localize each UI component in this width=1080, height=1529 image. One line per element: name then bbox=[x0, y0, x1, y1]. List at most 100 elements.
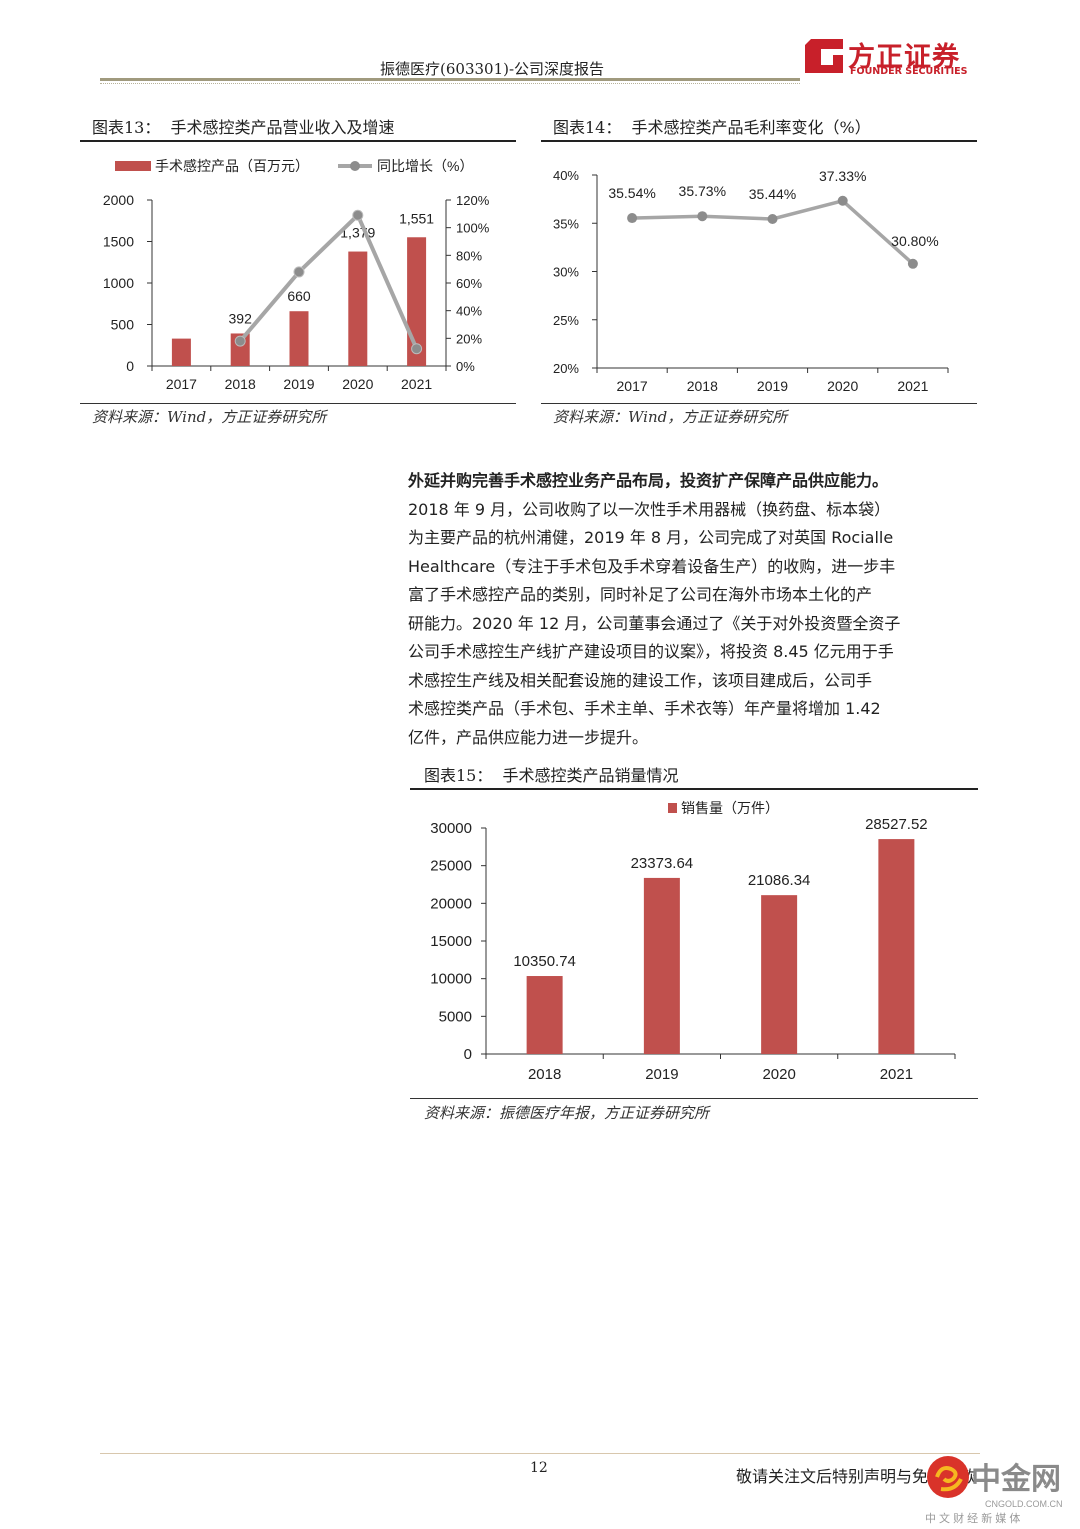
paragraph-line: 2018 年 9 月，公司收购了以一次性手术用器械（换药盘、标本袋） bbox=[408, 499, 891, 519]
legend-label: 销售量（万件） bbox=[681, 800, 779, 816]
y-tick-label: 35% bbox=[553, 216, 579, 231]
paragraph-line: Healthcare（专注于手术包及手术穿着设备生产）的收购，进一步丰 bbox=[408, 556, 896, 576]
x-tick-label: 2019 bbox=[757, 378, 788, 394]
watermark-logo-icon: 中金网 CNGOLD.COM.CN 中 文 财 经 新 媒 体 bbox=[925, 1456, 1063, 1525]
data-label: 23373.64 bbox=[631, 855, 694, 872]
y-tick-label: 1500 bbox=[103, 234, 134, 250]
growth-point bbox=[352, 209, 364, 221]
y-tick-label: 15000 bbox=[430, 933, 472, 950]
y-tick-label: 40% bbox=[456, 304, 482, 319]
y-tick-label: 40% bbox=[553, 168, 579, 183]
margin-point bbox=[767, 214, 778, 225]
figure-title-text: 手术感控类产品营业收入及增速 bbox=[170, 118, 395, 137]
y-tick-label: 100% bbox=[456, 221, 490, 236]
bar bbox=[171, 338, 191, 366]
figure-title-text: 手术感控类产品销量情况 bbox=[502, 766, 679, 785]
figure-14-top-rule bbox=[541, 140, 977, 142]
bar bbox=[289, 311, 309, 366]
figure-13-title: 图表13： 手术感控类产品营业收入及增速 bbox=[92, 114, 395, 138]
logo-text-en: FOUNDER SECURITIES bbox=[850, 66, 968, 77]
figure-15-bottom-rule bbox=[410, 1098, 978, 1099]
cngold-watermark: 中金网 CNGOLD.COM.CN 中 文 财 经 新 媒 体 bbox=[923, 1455, 1073, 1525]
figure-label: 图表14： bbox=[553, 118, 622, 137]
legend-bar-swatch bbox=[115, 161, 151, 171]
y-tick-label: 60% bbox=[456, 276, 482, 291]
margin-point bbox=[627, 213, 638, 224]
y-tick-label: 0 bbox=[464, 1046, 472, 1063]
y-tick-label: 1000 bbox=[103, 275, 134, 291]
x-tick-label: 2019 bbox=[283, 376, 314, 392]
y-tick-label: 120% bbox=[456, 193, 490, 208]
data-label: 21086.34 bbox=[748, 872, 811, 889]
y-tick-label: 10000 bbox=[430, 971, 472, 988]
footer-divider bbox=[100, 1453, 980, 1454]
x-tick-label: 2019 bbox=[645, 1066, 678, 1083]
page-number: 12 bbox=[530, 1460, 548, 1476]
y-tick-label: 20000 bbox=[430, 895, 472, 912]
header-dotted-divider bbox=[100, 83, 800, 84]
data-label: 1,551 bbox=[399, 210, 434, 226]
figure-14-source: 资料来源：Wind，方正证券研究所 bbox=[553, 408, 788, 426]
paragraph-line: 研能力。2020 年 12 月，公司董事会通过了《关于对外投资暨全资子 bbox=[408, 613, 901, 633]
y-tick-label: 5000 bbox=[439, 1008, 472, 1025]
figure-13-bottom-rule bbox=[80, 403, 516, 404]
x-tick-label: 2018 bbox=[225, 376, 256, 392]
founder-securities-logo: 方正证券 FOUNDER SECURITIES bbox=[803, 35, 973, 80]
footer-disclaimer: 敬请关注文后特别声明与免责条款 bbox=[736, 1467, 977, 1486]
bar bbox=[348, 251, 368, 366]
report-header-title: 振德医疗(603301)-公司深度报告 bbox=[380, 60, 605, 78]
figure-title-text: 手术感控类产品毛利率变化（%） bbox=[631, 118, 871, 137]
paragraph-heading: 外延并购完善手术感控业务产品布局，投资扩产保障产品供应能力。 bbox=[408, 471, 889, 490]
bar bbox=[878, 839, 915, 1054]
y-tick-label: 30000 bbox=[430, 820, 472, 837]
x-tick-label: 2020 bbox=[762, 1066, 795, 1083]
growth-point bbox=[293, 266, 305, 278]
data-label: 35.73% bbox=[679, 183, 726, 199]
x-tick-label: 2020 bbox=[342, 376, 373, 392]
figure-15-title: 图表15： 手术感控类产品销量情况 bbox=[424, 762, 679, 786]
x-tick-label: 2021 bbox=[401, 376, 432, 392]
data-label: 392 bbox=[229, 310, 253, 326]
y-tick-label: 0% bbox=[456, 359, 475, 374]
y-tick-label: 30% bbox=[553, 265, 579, 280]
growth-line bbox=[238, 211, 419, 350]
figure-15-source: 资料来源：振德医疗年报，方正证券研究所 bbox=[424, 1104, 710, 1122]
figure-label: 图表13： bbox=[92, 118, 161, 137]
figure-14-bottom-rule bbox=[541, 403, 977, 404]
figure-13-top-rule bbox=[80, 140, 516, 142]
data-label: 660 bbox=[287, 288, 311, 304]
data-label: 35.54% bbox=[608, 185, 655, 201]
margin-point bbox=[907, 258, 918, 269]
legend-label: 手术感控产品（百万元） bbox=[155, 158, 309, 174]
logo-mark-icon bbox=[805, 39, 843, 73]
paragraph-line: 富了手术感控产品的类别，同时补足了公司在海外市场本土化的产 bbox=[408, 585, 873, 604]
x-tick-label: 2017 bbox=[617, 378, 648, 394]
figure-15-top-rule bbox=[410, 788, 978, 790]
x-tick-label: 2017 bbox=[166, 376, 197, 392]
bar bbox=[526, 976, 563, 1054]
y-tick-label: 0 bbox=[126, 358, 134, 374]
bar bbox=[761, 895, 798, 1054]
data-label: 35.44% bbox=[749, 186, 796, 202]
y-tick-label: 500 bbox=[111, 317, 135, 333]
logo-text-cn: 方正证券 bbox=[848, 42, 960, 73]
x-tick-label: 2020 bbox=[827, 378, 858, 394]
growth-point bbox=[234, 335, 246, 347]
y-tick-label: 80% bbox=[456, 248, 482, 263]
paragraph-line: 亿件，产品供应能力进一步提升。 bbox=[408, 727, 649, 747]
y-tick-label: 20% bbox=[553, 361, 579, 376]
x-tick-label: 2018 bbox=[528, 1066, 561, 1083]
legend-bar-swatch bbox=[668, 803, 677, 813]
data-label: 37.33% bbox=[819, 168, 866, 184]
paragraph-line: 术感控类产品（手术包、手术主单、手术衣等）年产量将增加 1.42 bbox=[408, 699, 881, 718]
data-label: 28527.52 bbox=[865, 816, 928, 833]
paragraph-line: 术感控生产线及相关配套设施的建设工作，该项目建成后，公司手 bbox=[408, 670, 873, 690]
watermark-url: CNGOLD.COM.CN bbox=[985, 1499, 1063, 1509]
x-tick-label: 2021 bbox=[897, 378, 928, 394]
x-tick-label: 2018 bbox=[687, 378, 718, 394]
body-paragraph: 外延并购完善手术感控业务产品布局，投资扩产保障产品供应能力。 2018 年 9 … bbox=[408, 467, 980, 752]
growth-point bbox=[411, 343, 423, 355]
